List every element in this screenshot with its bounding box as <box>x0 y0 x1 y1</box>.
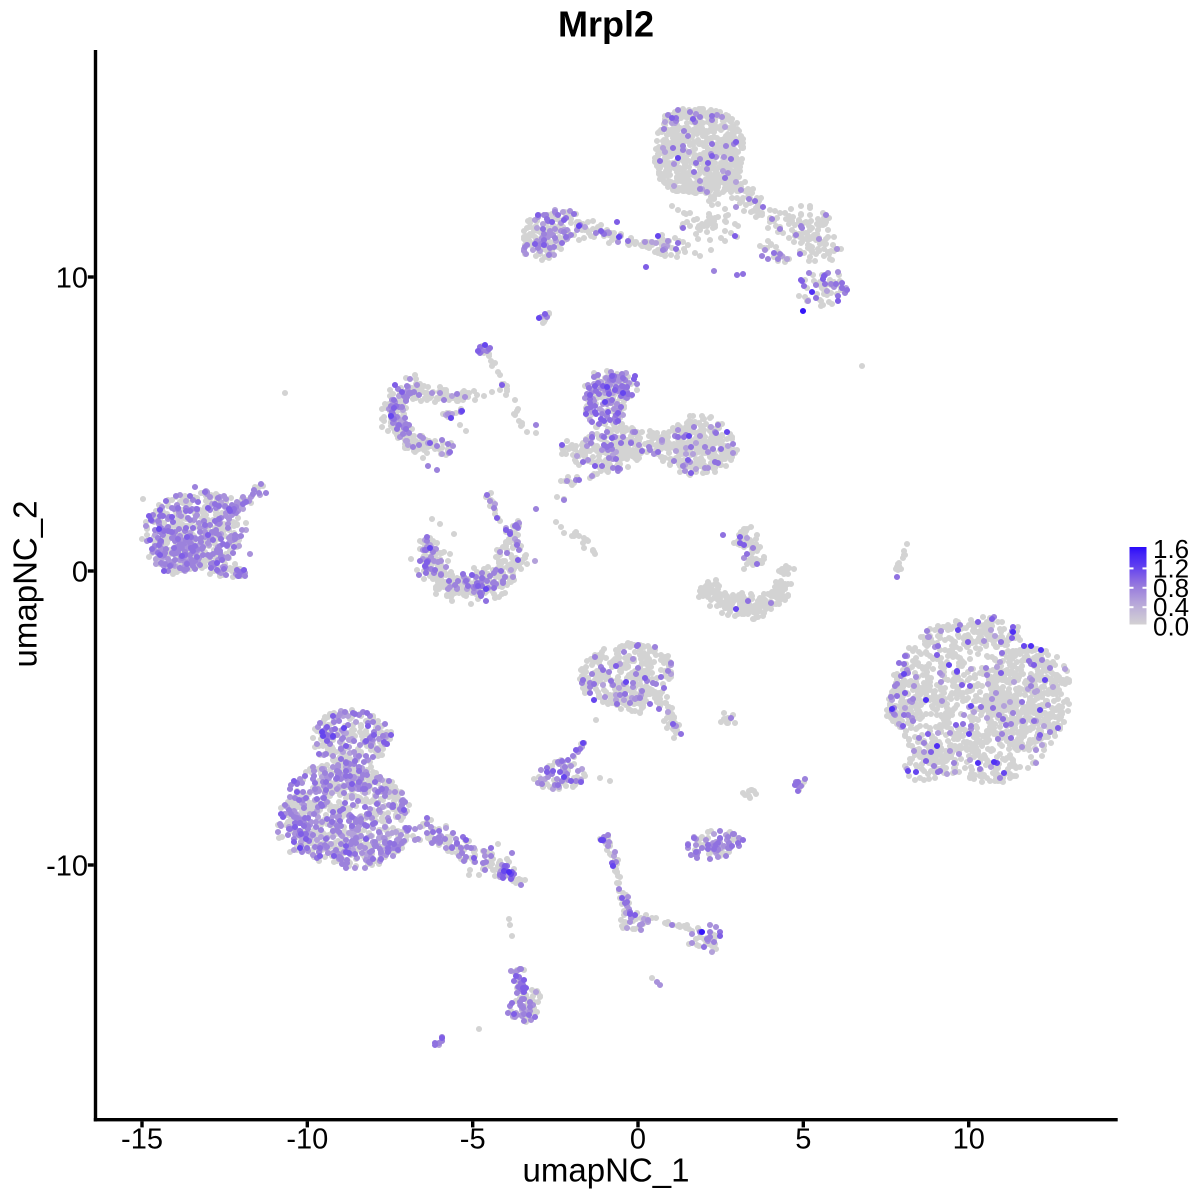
svg-text:0: 0 <box>630 1124 646 1156</box>
svg-text:1.2: 1.2 <box>1153 553 1189 583</box>
svg-text:0: 0 <box>72 557 88 589</box>
svg-text:1.6: 1.6 <box>1153 534 1189 564</box>
svg-text:-15: -15 <box>121 1124 163 1156</box>
svg-text:-10: -10 <box>286 1124 328 1156</box>
svg-text:10: 10 <box>953 1124 985 1156</box>
svg-text:0.0: 0.0 <box>1153 612 1189 642</box>
svg-text:-10: -10 <box>46 851 88 883</box>
svg-text:umapNC_1: umapNC_1 <box>523 1152 690 1189</box>
svg-text:10: 10 <box>56 263 88 295</box>
svg-text:umapNC_2: umapNC_2 <box>7 501 44 668</box>
svg-text:-5: -5 <box>460 1124 486 1156</box>
svg-text:Mrpl2: Mrpl2 <box>558 4 654 45</box>
svg-text:5: 5 <box>795 1124 811 1156</box>
svg-text:0.4: 0.4 <box>1153 592 1189 622</box>
svg-text:0.8: 0.8 <box>1153 573 1189 603</box>
